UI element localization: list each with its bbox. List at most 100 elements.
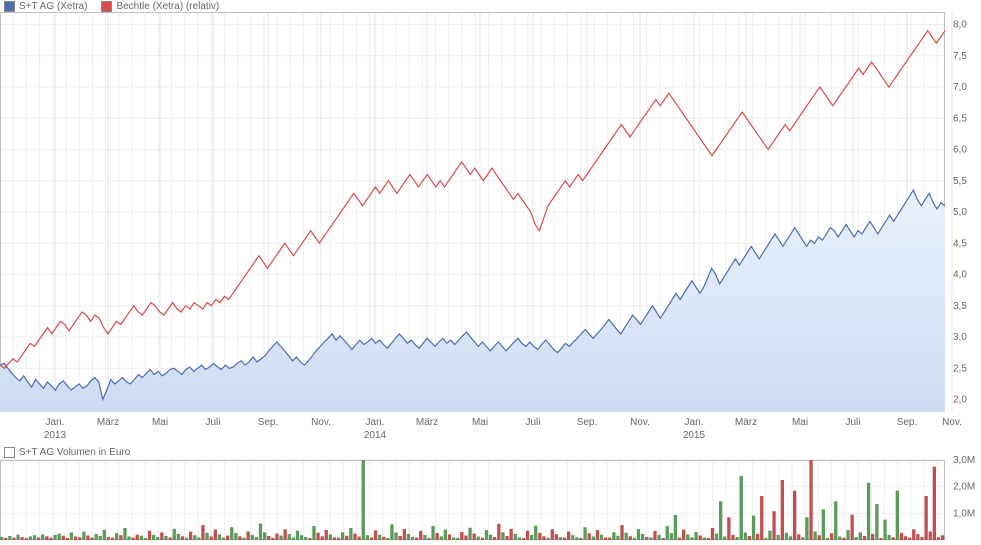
volume-bar xyxy=(518,538,521,541)
volume-bar xyxy=(781,480,784,540)
volume-bar xyxy=(82,532,85,541)
volume-bar xyxy=(423,535,426,540)
volume-bar xyxy=(49,538,52,540)
volume-bar xyxy=(16,535,19,540)
volume-bar xyxy=(164,536,167,540)
volume-bar xyxy=(538,533,541,540)
volume-bar xyxy=(612,532,615,540)
volume-bar xyxy=(723,537,726,541)
volume-bar xyxy=(325,530,328,540)
volume-bar xyxy=(189,532,192,540)
volume-bar xyxy=(699,536,702,541)
volume-bar xyxy=(855,537,858,540)
volume-bar xyxy=(805,517,808,540)
volume-bar xyxy=(583,527,586,540)
volume-bar xyxy=(752,516,755,541)
volume-bar xyxy=(522,538,525,540)
volume-bar xyxy=(107,537,110,540)
volume-bar xyxy=(703,538,706,540)
volume-bar xyxy=(625,533,628,540)
volume-bar xyxy=(497,524,500,540)
volume-bar xyxy=(136,535,139,540)
volume-bar xyxy=(579,538,582,540)
volume-bar xyxy=(8,536,11,540)
volume-bar xyxy=(230,527,233,540)
volume-bar xyxy=(464,536,467,541)
volume-bar xyxy=(686,534,689,540)
volume-bar xyxy=(563,538,566,540)
volume-bar xyxy=(185,538,188,540)
legend-item-bechtle: Bechtle (Xetra) (relativ) xyxy=(101,1,219,12)
volume-bar xyxy=(366,535,369,540)
volume-bar xyxy=(407,534,410,540)
volume-bar xyxy=(809,460,812,540)
volume-bar xyxy=(493,537,496,540)
volume-bar xyxy=(427,538,430,540)
volume-bar xyxy=(588,533,591,540)
volume-bar xyxy=(867,483,870,540)
volume-bar xyxy=(600,535,603,540)
volume-bar xyxy=(645,537,648,540)
volume-bar xyxy=(731,535,734,540)
volume-bar xyxy=(542,536,545,540)
volume-bar xyxy=(756,534,759,540)
volume-bar xyxy=(259,524,262,541)
volume-bar xyxy=(904,536,907,540)
volume-bar xyxy=(37,538,40,541)
price-y-tick: 2,5 xyxy=(953,363,967,374)
volume-bar xyxy=(604,538,607,541)
legend-item-volume: S+T AG Volumen in Euro xyxy=(4,447,130,458)
legend-swatch-volume xyxy=(4,447,15,458)
price-x-tick: Nov. xyxy=(942,417,962,428)
volume-bar xyxy=(312,526,315,540)
price-x-tick: Jan. xyxy=(685,417,704,428)
price-x-tick: Jan. xyxy=(366,417,385,428)
volume-bar xyxy=(892,537,895,540)
volume-bar xyxy=(633,538,636,540)
volume-bar xyxy=(649,538,652,541)
volume-bar xyxy=(156,537,159,540)
volume-bar xyxy=(160,533,163,541)
volume-bar xyxy=(888,535,891,540)
volume-bar xyxy=(234,533,237,540)
volume-bar xyxy=(386,538,389,540)
volume-bar xyxy=(822,509,825,540)
volume-bar xyxy=(596,530,599,540)
volume-bar xyxy=(814,532,817,541)
volume-bar xyxy=(345,536,348,540)
volume-bar xyxy=(547,538,550,540)
volume-bar xyxy=(883,520,886,540)
volume-bar xyxy=(415,538,418,540)
volume-bar xyxy=(501,532,504,540)
volume-bar xyxy=(505,536,508,540)
volume-bar xyxy=(431,526,434,540)
volume-bar xyxy=(456,538,459,540)
price-legend: S+T AG (Xetra) Bechtle (Xetra) (relativ) xyxy=(4,1,219,12)
legend-label-bechtle: Bechtle (Xetra) (relativ) xyxy=(116,1,219,12)
price-y-tick: 2,0 xyxy=(953,395,967,406)
volume-bar xyxy=(620,525,623,540)
volume-bar xyxy=(830,533,833,540)
volume-bar xyxy=(666,526,669,540)
price-x-year: 2014 xyxy=(364,430,387,441)
volume-bar xyxy=(177,534,180,540)
volume-bar xyxy=(53,535,56,540)
volume-bar xyxy=(473,534,476,540)
volume-bar xyxy=(489,535,492,540)
volume-bar xyxy=(637,529,640,540)
volume-bar xyxy=(251,535,254,540)
volume-bar xyxy=(316,533,319,540)
volume-bar xyxy=(0,537,3,540)
volume-bar xyxy=(896,491,899,540)
volume-bar xyxy=(551,529,554,540)
price-y-tick: 6,0 xyxy=(953,145,967,156)
volume-bar xyxy=(694,532,697,540)
chart-canvas: 2,02,53,03,54,04,55,05,56,06,57,07,58,0J… xyxy=(0,0,981,545)
volume-bar xyxy=(929,532,932,541)
volume-bar xyxy=(411,537,414,540)
volume-bar xyxy=(641,534,644,540)
volume-bar xyxy=(218,534,221,540)
volume-bar xyxy=(715,534,718,540)
volume-bar xyxy=(567,532,570,541)
volume-bar xyxy=(144,538,147,540)
